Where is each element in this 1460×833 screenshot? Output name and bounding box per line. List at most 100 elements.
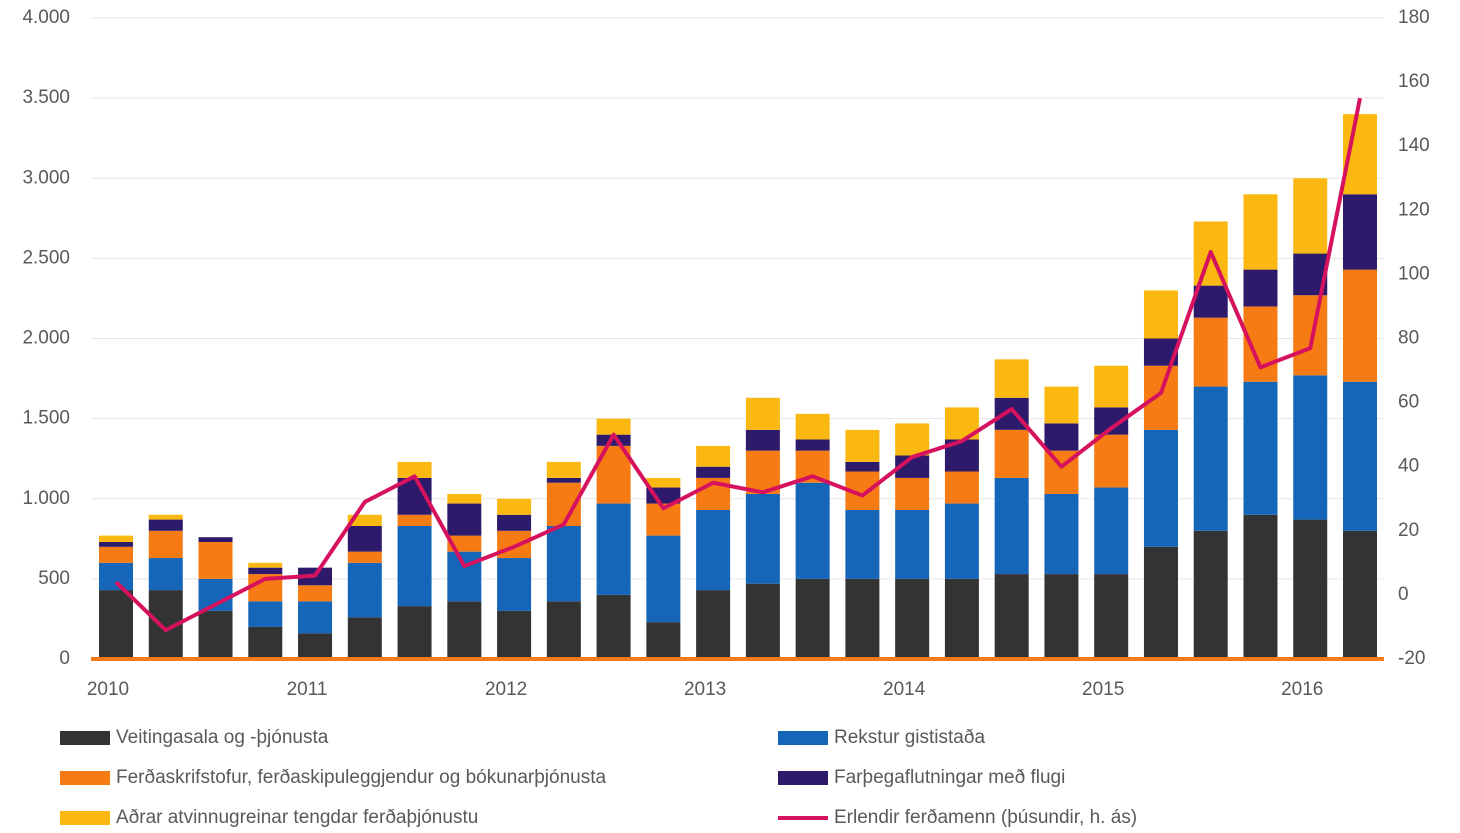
y2-tick-label: 80 [1398, 328, 1419, 349]
y-tick-label: 1.500 [22, 408, 70, 429]
bar [994, 429, 1029, 478]
bar [1343, 269, 1377, 382]
bar [696, 590, 731, 659]
bar [347, 514, 382, 526]
bar [447, 493, 482, 504]
bar [596, 503, 631, 595]
bar [99, 546, 133, 563]
bar [497, 558, 532, 611]
y2-tick-label: 160 [1398, 71, 1430, 92]
y-tick-label: 3.500 [22, 87, 70, 108]
bar [397, 606, 432, 659]
bar [99, 590, 133, 659]
bar [1044, 574, 1079, 659]
bar [198, 610, 233, 659]
bar [447, 551, 482, 602]
x-tick-label: 2010 [87, 679, 129, 700]
bar [546, 477, 581, 483]
bar [1094, 365, 1129, 408]
bar [646, 622, 681, 659]
bar [795, 439, 830, 451]
bar [1293, 519, 1328, 659]
legend-swatch [60, 731, 110, 745]
line [114, 97, 1362, 633]
bar [1143, 429, 1178, 547]
bar [646, 487, 681, 504]
x-tick-label: 2014 [883, 679, 926, 700]
bar [696, 466, 731, 478]
bar [994, 574, 1029, 659]
bar [99, 535, 133, 543]
y2-tick-label: 60 [1398, 392, 1419, 413]
bar [646, 535, 681, 623]
legend-label: Veitingasala og -þjónusta [116, 727, 329, 748]
bar [347, 562, 382, 618]
bar [1343, 530, 1377, 659]
bar [546, 461, 581, 478]
x-tick-label: 2012 [485, 679, 527, 700]
y2-tick-label: 180 [1398, 7, 1430, 28]
bar [497, 610, 532, 659]
bar [1293, 178, 1328, 254]
bar [198, 537, 233, 543]
y2-tick-label: 40 [1398, 456, 1419, 477]
bar [248, 567, 283, 575]
bar [895, 578, 930, 659]
bar [497, 498, 532, 515]
bar [696, 445, 731, 467]
x-tick-label: 2013 [684, 679, 726, 700]
y-tick-label: 2.500 [22, 247, 70, 268]
y-tick-label: 2.000 [22, 328, 70, 349]
bar [895, 509, 930, 579]
y2-tick-label: 100 [1398, 263, 1430, 284]
y-tick-label: 1.000 [22, 488, 70, 509]
legend-label: Aðrar atvinnugreinar tengdar ferðaþjónus… [116, 807, 478, 828]
bar [99, 562, 133, 591]
bar [596, 594, 631, 659]
legend-label: Farþegaflutningar með flugi [834, 767, 1065, 788]
bar [1243, 194, 1278, 270]
bar [447, 503, 482, 536]
bar [845, 578, 880, 659]
y-tick-label: 3.000 [22, 167, 70, 188]
bar [347, 525, 382, 552]
y-tick-label: 0 [59, 648, 70, 669]
bar [994, 359, 1029, 398]
bar [198, 542, 233, 579]
bar [1044, 423, 1079, 451]
y-tick-label: 4.000 [22, 7, 70, 28]
bar [944, 503, 979, 579]
bar [1243, 381, 1278, 515]
bar [944, 578, 979, 659]
bar [546, 525, 581, 602]
bar [148, 519, 183, 531]
bar [99, 542, 133, 547]
bar [248, 626, 283, 659]
bar [1343, 194, 1377, 270]
bar [298, 633, 333, 659]
bar [1143, 365, 1178, 430]
bar [845, 509, 880, 579]
bar [895, 477, 930, 510]
y-tick-label: 500 [38, 568, 70, 589]
bar [1243, 269, 1278, 307]
x-tick-label: 2015 [1082, 679, 1124, 700]
y2-tick-label: -20 [1398, 648, 1425, 669]
bar [1243, 514, 1278, 659]
bar [546, 601, 581, 659]
bar [1044, 386, 1079, 424]
bar [1193, 285, 1228, 318]
bar [795, 578, 830, 659]
legend-swatch [778, 731, 828, 745]
bar [397, 525, 432, 607]
bar [795, 482, 830, 579]
bar [1143, 290, 1178, 339]
bar [745, 429, 780, 451]
bar [1044, 493, 1079, 575]
y2-tick-label: 20 [1398, 520, 1419, 541]
legend-swatch [60, 771, 110, 785]
legend-swatch [60, 811, 110, 825]
bar [895, 455, 930, 478]
bar [696, 509, 731, 591]
